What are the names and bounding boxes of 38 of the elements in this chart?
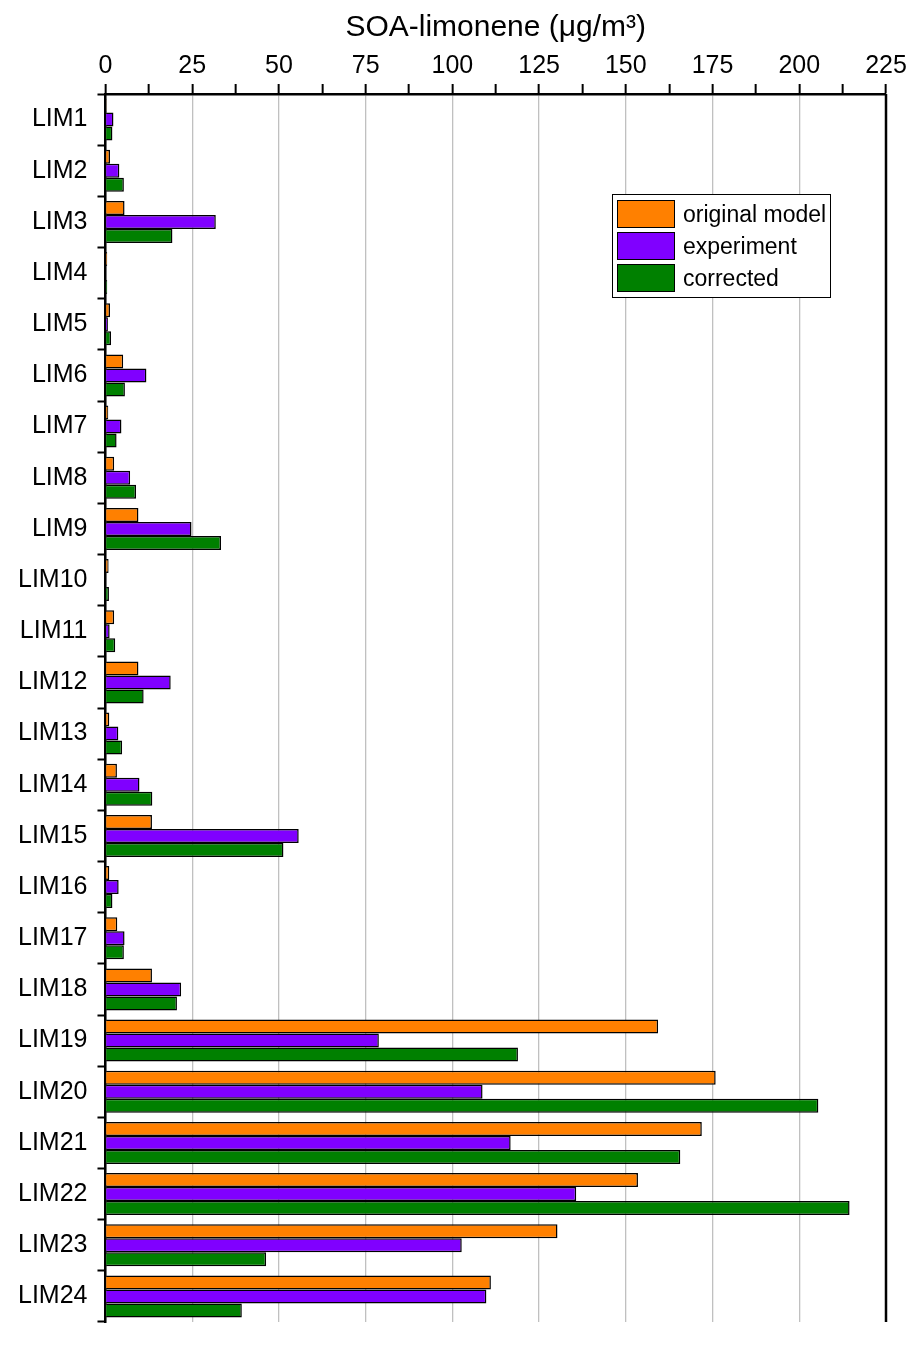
y-tick-label: LIM19 — [18, 1024, 88, 1053]
y-tick-label: LIM2 — [31, 154, 88, 183]
x-tick-label: 200 — [778, 49, 821, 78]
x-tick-label: 25 — [178, 49, 207, 78]
y-tick-label: LIM10 — [18, 563, 88, 592]
y-tick-label: LIM17 — [18, 922, 88, 951]
x-tick-label: 75 — [351, 49, 380, 78]
y-tick-label: LIM7 — [31, 410, 88, 439]
y-tick-label: LIM23 — [18, 1229, 88, 1258]
y-tick-label: LIM5 — [31, 308, 88, 337]
y-tick-label: LIM18 — [18, 973, 88, 1002]
y-tick-label: LIM21 — [18, 1126, 88, 1155]
y-tick-label: LIM13 — [18, 717, 88, 746]
x-tick-label: 50 — [265, 49, 293, 78]
y-tick-label: LIM20 — [18, 1075, 88, 1104]
y-tick-label: LIM3 — [31, 205, 88, 234]
y-tick-label: LIM6 — [31, 359, 88, 388]
y-tick-label: LIM12 — [18, 666, 88, 695]
y-tick-label: LIM11 — [19, 615, 88, 644]
y-tick-label: LIM24 — [18, 1280, 88, 1309]
y-tick-label: LIM4 — [31, 256, 88, 285]
x-tick-label: 125 — [518, 49, 560, 78]
y-tick-label: LIM8 — [31, 461, 88, 490]
y-tick-label: LIM9 — [31, 512, 88, 541]
x-tick-label: 150 — [604, 49, 647, 78]
legend-label: experiment — [683, 232, 797, 261]
y-tick-label: LIM1 — [31, 103, 88, 132]
y-tick-label: LIM16 — [18, 870, 88, 899]
legend-label: corrected — [683, 264, 779, 293]
x-tick-label: 175 — [691, 49, 734, 78]
y-tick-label: LIM22 — [18, 1177, 88, 1206]
y-tick-label: LIM14 — [18, 768, 88, 797]
x-tick-label: 0 — [98, 49, 113, 78]
x-tick-label: 100 — [431, 49, 474, 78]
x-axis-title: SOA-limonene (μg/m³) — [345, 9, 647, 43]
x-tick-label: 225 — [865, 49, 907, 78]
legend-label: original model — [683, 200, 827, 229]
y-tick-label: LIM15 — [18, 819, 88, 848]
